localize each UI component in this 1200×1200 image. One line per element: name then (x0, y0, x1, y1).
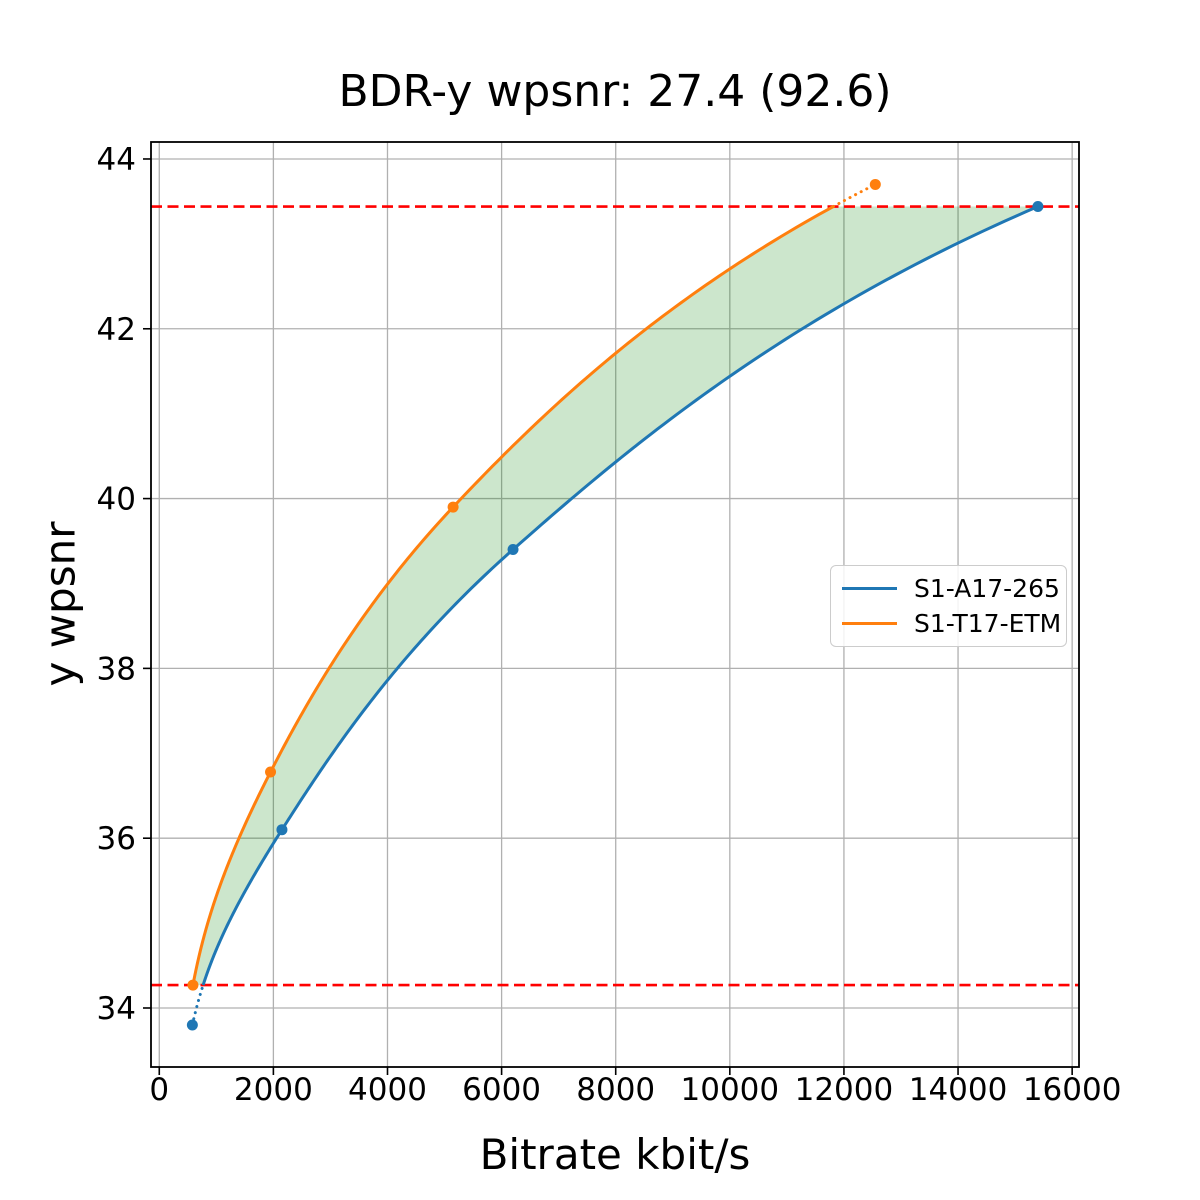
data-point (447, 501, 459, 513)
y-tick-label: 44 (97, 142, 136, 178)
series-curve-dotted (190, 983, 205, 1027)
y-tick-label: 34 (97, 991, 136, 1027)
x-axis-label: Bitrate kbit/s (479, 1130, 751, 1179)
series-curve (201, 205, 1039, 986)
chart-title: BDR-y wpsnr: 27.4 (92.6) (338, 66, 892, 117)
legend-label: S1-T17-ETM (914, 609, 1062, 638)
legend-label: S1-A17-265 (914, 574, 1060, 603)
series-curve-dotted (831, 182, 877, 209)
data-point (507, 544, 519, 556)
series-curve (191, 205, 835, 986)
data-point (187, 979, 199, 991)
x-tick-label: 10000 (681, 1072, 780, 1108)
legend: S1-A17-265 S1-T17-ETM (830, 565, 1067, 647)
legend-line-swatch (842, 622, 897, 625)
y-tick-label: 38 (97, 651, 136, 687)
y-tick-label: 36 (97, 821, 136, 857)
legend-line-swatch (842, 587, 897, 590)
legend-item: S1-T17-ETM (842, 611, 1066, 636)
data-point (265, 766, 277, 778)
x-tick-label: 0 (149, 1072, 169, 1108)
y-tick-label: 40 (97, 482, 136, 518)
x-tick-label: 2000 (234, 1072, 313, 1108)
data-point (869, 178, 881, 190)
x-tick-label: 14000 (909, 1072, 1008, 1108)
x-tick-label: 12000 (795, 1072, 894, 1108)
data-point (186, 1019, 198, 1031)
x-tick-label: 4000 (348, 1072, 427, 1108)
y-axis-label: y wpsnr (35, 521, 85, 687)
x-tick-label: 6000 (462, 1072, 541, 1108)
x-tick-label: 16000 (1023, 1072, 1122, 1108)
data-point (1032, 201, 1044, 213)
y-tick-label: 42 (97, 312, 136, 348)
legend-item: S1-A17-265 (842, 576, 1066, 601)
bd-rate-fill-region (192, 206, 1038, 986)
data-point (276, 824, 288, 836)
x-tick-label: 8000 (576, 1072, 655, 1108)
